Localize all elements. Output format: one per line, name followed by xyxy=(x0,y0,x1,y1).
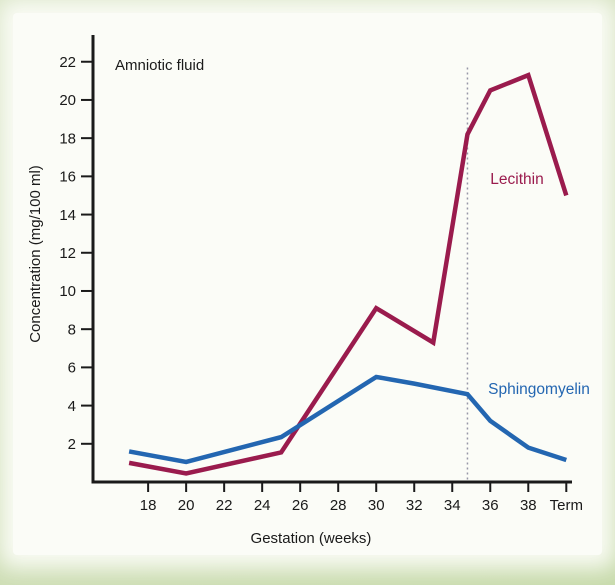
y-tick-label: 4 xyxy=(68,398,76,415)
x-tick-label: 28 xyxy=(330,497,347,514)
x-tick-label: 24 xyxy=(254,497,271,514)
y-tick-label: 18 xyxy=(59,130,76,147)
x-tick-label: Term xyxy=(550,497,583,514)
y-tick-label: 22 xyxy=(59,54,76,71)
lecithin-series-label: Lecithin xyxy=(490,171,543,188)
lecithin-line xyxy=(128,72,569,476)
sphingomyelin-series-label: Sphingomyelin xyxy=(488,381,590,398)
x-tick-label: 18 xyxy=(140,497,157,514)
x-tick-label: 20 xyxy=(178,497,195,514)
annotation-amniotic-fluid: Amniotic fluid xyxy=(115,57,204,74)
x-tick-label: 22 xyxy=(216,497,233,514)
y-tick-label: 10 xyxy=(59,283,76,300)
x-tick-label: 26 xyxy=(292,497,309,514)
y-axis-title: Concentration (mg/100 ml) xyxy=(27,165,44,343)
x-axis-title: Gestation (weeks) xyxy=(251,530,372,547)
y-tick-label: 20 xyxy=(59,92,76,109)
x-tick-label: 34 xyxy=(444,497,461,514)
x-tick-label: 36 xyxy=(482,497,499,514)
y-tick-label: 6 xyxy=(68,360,76,377)
x-tick-label: 38 xyxy=(520,497,537,514)
chart-panel: 2 4 6 8 10 12 14 16 18 20 22 18 20 22 24 26 28 30 32 34 36 38… xyxy=(13,13,602,555)
x-tick-label: 30 xyxy=(368,497,385,514)
y-tick-label: 2 xyxy=(68,436,76,453)
y-tick-label: 16 xyxy=(59,169,76,186)
y-tick-label: 12 xyxy=(59,245,76,262)
x-tick-label: 32 xyxy=(406,497,423,514)
y-tick-label: 14 xyxy=(59,207,76,224)
sphingomyelin-line xyxy=(128,374,567,465)
y-tick-label: 8 xyxy=(68,321,76,338)
